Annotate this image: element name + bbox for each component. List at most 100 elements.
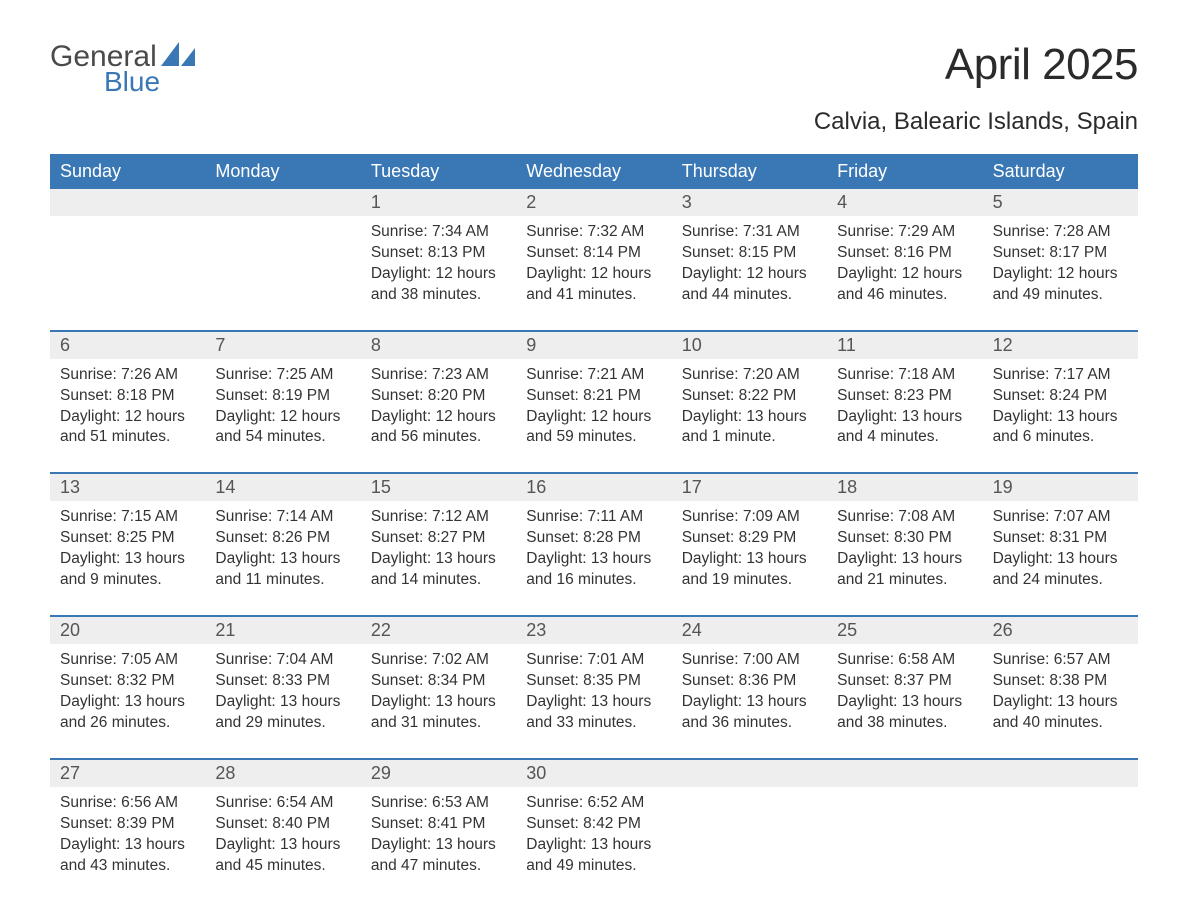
daylight-text: Daylight: 13 hours and 38 minutes. xyxy=(837,692,972,734)
sunrise-text: Sunrise: 7:12 AM xyxy=(371,507,506,528)
day-number: 4 xyxy=(827,189,982,216)
day-number: 5 xyxy=(983,189,1138,216)
sunrise-text: Sunrise: 7:04 AM xyxy=(215,650,350,671)
brand-logo: General Blue xyxy=(50,40,197,98)
day-number: 7 xyxy=(205,332,360,359)
sunset-text: Sunset: 8:20 PM xyxy=(371,386,506,407)
weekday-header-cell: Saturday xyxy=(983,154,1138,189)
sunset-text: Sunset: 8:28 PM xyxy=(526,528,661,549)
daylight-text: Daylight: 12 hours and 54 minutes. xyxy=(215,407,350,449)
day-content: Sunrise: 7:05 AMSunset: 8:32 PMDaylight:… xyxy=(50,644,205,744)
day-cell xyxy=(827,760,982,887)
day-cell: 18Sunrise: 7:08 AMSunset: 8:30 PMDayligh… xyxy=(827,474,982,601)
sunrise-text: Sunrise: 7:34 AM xyxy=(371,222,506,243)
day-content: Sunrise: 6:53 AMSunset: 8:41 PMDaylight:… xyxy=(361,787,516,887)
sunset-text: Sunset: 8:19 PM xyxy=(215,386,350,407)
day-number: 10 xyxy=(672,332,827,359)
sunset-text: Sunset: 8:21 PM xyxy=(526,386,661,407)
day-content: Sunrise: 7:28 AMSunset: 8:17 PMDaylight:… xyxy=(983,216,1138,316)
title-block: April 2025 Calvia, Balearic Islands, Spa… xyxy=(814,40,1138,136)
day-content: Sunrise: 7:21 AMSunset: 8:21 PMDaylight:… xyxy=(516,359,671,459)
day-content: Sunrise: 7:32 AMSunset: 8:14 PMDaylight:… xyxy=(516,216,671,316)
day-content: Sunrise: 7:00 AMSunset: 8:36 PMDaylight:… xyxy=(672,644,827,744)
day-number: 12 xyxy=(983,332,1138,359)
day-cell: 24Sunrise: 7:00 AMSunset: 8:36 PMDayligh… xyxy=(672,617,827,744)
sunset-text: Sunset: 8:34 PM xyxy=(371,671,506,692)
day-number xyxy=(827,760,982,787)
day-number xyxy=(672,760,827,787)
sunset-text: Sunset: 8:40 PM xyxy=(215,814,350,835)
day-content: Sunrise: 7:17 AMSunset: 8:24 PMDaylight:… xyxy=(983,359,1138,459)
day-cell: 25Sunrise: 6:58 AMSunset: 8:37 PMDayligh… xyxy=(827,617,982,744)
day-content: Sunrise: 6:58 AMSunset: 8:37 PMDaylight:… xyxy=(827,644,982,744)
day-number: 27 xyxy=(50,760,205,787)
sunrise-text: Sunrise: 6:57 AM xyxy=(993,650,1128,671)
sunrise-text: Sunrise: 7:11 AM xyxy=(526,507,661,528)
day-cell: 20Sunrise: 7:05 AMSunset: 8:32 PMDayligh… xyxy=(50,617,205,744)
sunset-text: Sunset: 8:39 PM xyxy=(60,814,195,835)
day-cell: 7 Sunrise: 7:25 AMSunset: 8:19 PMDaylight… xyxy=(205,332,360,459)
sunset-text: Sunset: 8:33 PM xyxy=(215,671,350,692)
day-content: Sunrise: 7:12 AMSunset: 8:27 PMDaylight:… xyxy=(361,501,516,601)
day-content xyxy=(983,787,1138,885)
location-subtitle: Calvia, Balearic Islands, Spain xyxy=(814,108,1138,136)
day-cell: 30Sunrise: 6:52 AMSunset: 8:42 PMDayligh… xyxy=(516,760,671,887)
day-content: Sunrise: 7:14 AMSunset: 8:26 PMDaylight:… xyxy=(205,501,360,601)
week-row: 13Sunrise: 7:15 AMSunset: 8:25 PMDayligh… xyxy=(50,472,1138,601)
daylight-text: Daylight: 13 hours and 11 minutes. xyxy=(215,549,350,591)
daylight-text: Daylight: 13 hours and 4 minutes. xyxy=(837,407,972,449)
day-number: 24 xyxy=(672,617,827,644)
day-number: 25 xyxy=(827,617,982,644)
day-number: 28 xyxy=(205,760,360,787)
day-number: 17 xyxy=(672,474,827,501)
sunrise-text: Sunrise: 6:53 AM xyxy=(371,793,506,814)
day-content: Sunrise: 7:31 AMSunset: 8:15 PMDaylight:… xyxy=(672,216,827,316)
sunrise-text: Sunrise: 7:00 AM xyxy=(682,650,817,671)
day-content: Sunrise: 6:56 AMSunset: 8:39 PMDaylight:… xyxy=(50,787,205,887)
day-cell: 14Sunrise: 7:14 AMSunset: 8:26 PMDayligh… xyxy=(205,474,360,601)
week-row: 27Sunrise: 6:56 AMSunset: 8:39 PMDayligh… xyxy=(50,758,1138,887)
daylight-text: Daylight: 13 hours and 26 minutes. xyxy=(60,692,195,734)
day-number: 29 xyxy=(361,760,516,787)
sunset-text: Sunset: 8:23 PM xyxy=(837,386,972,407)
daylight-text: Daylight: 13 hours and 9 minutes. xyxy=(60,549,195,591)
daylight-text: Daylight: 12 hours and 56 minutes. xyxy=(371,407,506,449)
sail-icon xyxy=(161,42,197,71)
sunrise-text: Sunrise: 7:26 AM xyxy=(60,365,195,386)
day-cell: 5Sunrise: 7:28 AMSunset: 8:17 PMDaylight… xyxy=(983,189,1138,316)
daylight-text: Daylight: 13 hours and 24 minutes. xyxy=(993,549,1128,591)
day-number: 30 xyxy=(516,760,671,787)
sunset-text: Sunset: 8:26 PM xyxy=(215,528,350,549)
sunset-text: Sunset: 8:30 PM xyxy=(837,528,972,549)
day-content xyxy=(672,787,827,885)
day-cell: 21Sunrise: 7:04 AMSunset: 8:33 PMDayligh… xyxy=(205,617,360,744)
day-cell xyxy=(50,189,205,316)
day-number: 21 xyxy=(205,617,360,644)
daylight-text: Daylight: 13 hours and 45 minutes. xyxy=(215,835,350,877)
sunset-text: Sunset: 8:29 PM xyxy=(682,528,817,549)
sunrise-text: Sunrise: 7:25 AM xyxy=(215,365,350,386)
day-number: 26 xyxy=(983,617,1138,644)
day-number: 18 xyxy=(827,474,982,501)
day-cell: 17Sunrise: 7:09 AMSunset: 8:29 PMDayligh… xyxy=(672,474,827,601)
day-number: 13 xyxy=(50,474,205,501)
daylight-text: Daylight: 12 hours and 41 minutes. xyxy=(526,264,661,306)
sunrise-text: Sunrise: 6:58 AM xyxy=(837,650,972,671)
sunrise-text: Sunrise: 7:21 AM xyxy=(526,365,661,386)
day-cell: 3Sunrise: 7:31 AMSunset: 8:15 PMDaylight… xyxy=(672,189,827,316)
header: General Blue April 2025 Calvia, Balearic… xyxy=(50,40,1138,136)
brand-word-blue: Blue xyxy=(104,66,160,98)
day-number: 19 xyxy=(983,474,1138,501)
day-content: Sunrise: 7:15 AMSunset: 8:25 PMDaylight:… xyxy=(50,501,205,601)
weekday-header-cell: Friday xyxy=(827,154,982,189)
sunrise-text: Sunrise: 7:31 AM xyxy=(682,222,817,243)
sunset-text: Sunset: 8:31 PM xyxy=(993,528,1128,549)
sunset-text: Sunset: 8:15 PM xyxy=(682,243,817,264)
day-content: Sunrise: 6:54 AMSunset: 8:40 PMDaylight:… xyxy=(205,787,360,887)
day-cell: 16Sunrise: 7:11 AMSunset: 8:28 PMDayligh… xyxy=(516,474,671,601)
sunset-text: Sunset: 8:37 PM xyxy=(837,671,972,692)
weekday-header-cell: Sunday xyxy=(50,154,205,189)
weekday-header-cell: Monday xyxy=(205,154,360,189)
day-cell: 12Sunrise: 7:17 AMSunset: 8:24 PMDayligh… xyxy=(983,332,1138,459)
sunset-text: Sunset: 8:42 PM xyxy=(526,814,661,835)
